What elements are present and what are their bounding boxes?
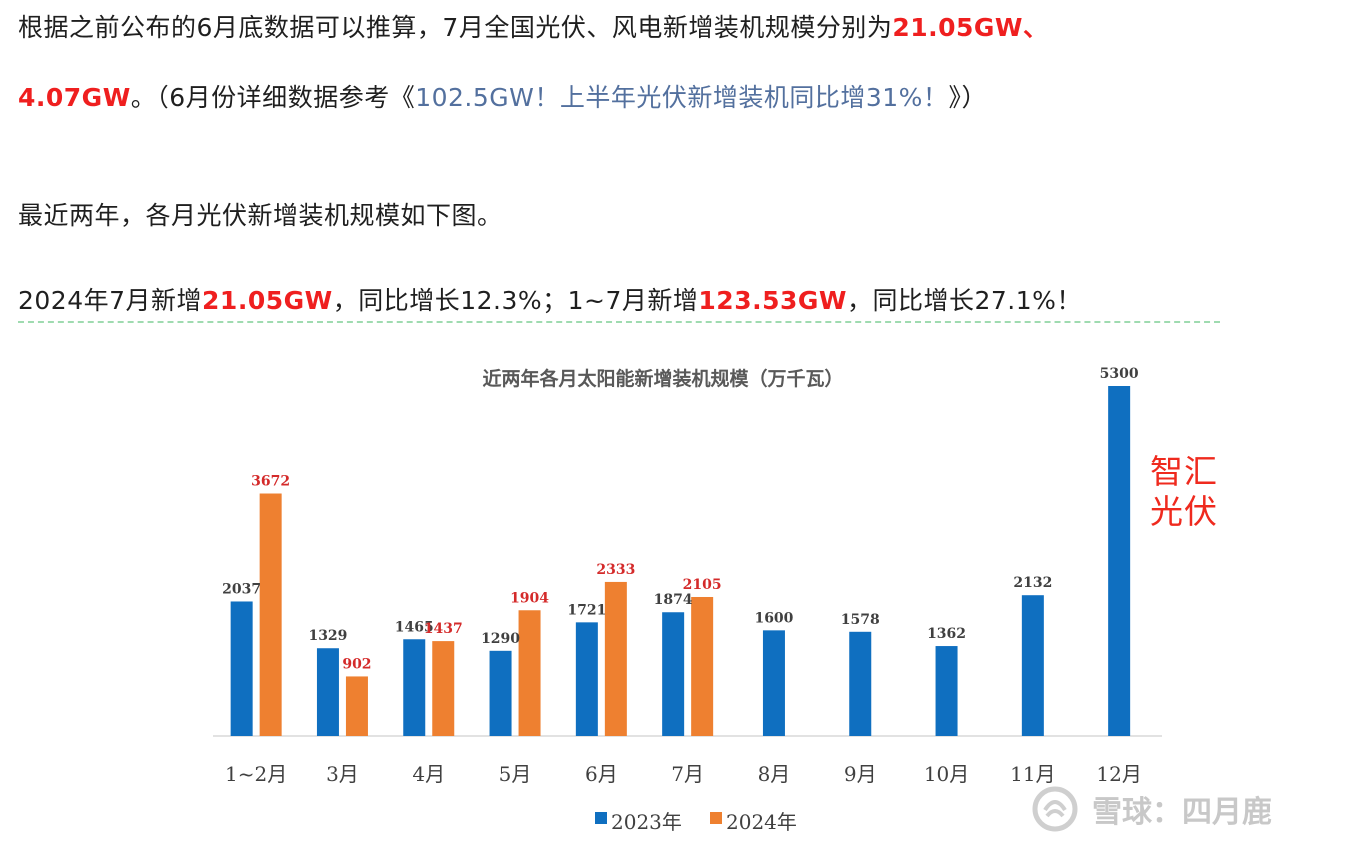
value-label-2023-7: 1600 — [754, 610, 793, 626]
legend-swatch-2023 — [595, 812, 607, 824]
bar-2023-5 — [575, 622, 598, 736]
value-label-2024-6: 2105 — [683, 577, 722, 593]
bars-group — [230, 386, 1131, 736]
bar-2024-5 — [604, 581, 627, 736]
paragraph-2: 4.07GW。（6月份详细数据参考《102.5GW！上半年光伏新增装机同比增31… — [18, 80, 987, 116]
xueqiu-text: 雪球：四月鹿 — [1092, 795, 1272, 830]
dashed-underline — [18, 321, 1220, 323]
zhihui-watermark: 智汇 光伏 — [1150, 452, 1218, 532]
value-label-2023-5: 1721 — [567, 602, 606, 618]
article-link[interactable]: 102.5GW！上半年光伏新增装机同比增31%！ — [415, 83, 949, 112]
category-label-5: 6月 — [585, 762, 618, 786]
p4-highlight2: 123.53GW — [698, 286, 847, 315]
category-label-4: 5月 — [499, 762, 532, 786]
value-label-2023-8: 1578 — [841, 612, 880, 628]
p1-highlight: 21.05GW — [892, 13, 1024, 42]
category-labels-group: 1~2月 3月 4月 5月 6月 7月 8月 9月 10月 11月 12月 — [225, 762, 1142, 786]
p3-text: 最近两年，各月光伏新增装机规模如下图。 — [18, 201, 503, 230]
p2-text2: 》） — [948, 83, 987, 112]
bar-2023-3 — [403, 639, 426, 736]
p2-highlight: 4.07GW — [18, 83, 131, 112]
bar-2023-4 — [489, 650, 512, 736]
bar-2024-3 — [432, 641, 455, 736]
bar-chart: 近两年各月太阳能新增装机规模（万千瓦） 20373672132990214651… — [213, 366, 1162, 834]
p4-text1: 2024年7月新增 — [18, 286, 203, 315]
value-label-2024-1: 3672 — [251, 474, 290, 490]
bar-2024-2 — [345, 676, 368, 736]
bar-2024-6 — [691, 596, 714, 736]
category-label-1: 1~2月 — [225, 762, 287, 786]
category-label-6: 7月 — [671, 762, 704, 786]
value-label-2024-5: 2333 — [596, 562, 635, 578]
p2-text1: 。（6月份详细数据参考《 — [130, 83, 416, 112]
legend-label-2023: 2023年 — [611, 810, 682, 834]
xueqiu-watermark: 雪球：四月鹿 — [1032, 786, 1272, 832]
bar-2023-11 — [1108, 386, 1131, 736]
bar-2024-4 — [518, 610, 541, 736]
p4-highlight1: 21.05GW — [202, 286, 333, 315]
bar-2024-1 — [259, 493, 282, 736]
bar-2023-10 — [1021, 595, 1044, 736]
watermark-line-1: 智汇 — [1150, 452, 1218, 491]
value-label-2023-11: 5300 — [1100, 366, 1139, 382]
bar-2023-8 — [849, 631, 872, 736]
paragraph-3: 最近两年，各月光伏新增装机规模如下图。 — [18, 198, 503, 234]
paragraph-4: 2024年7月新增21.05GW，同比增长12.3%；1~7月新增123.53G… — [18, 283, 1082, 319]
value-label-2024-3: 1437 — [424, 621, 463, 637]
xueqiu-logo-icon — [1032, 786, 1078, 832]
paragraph-1: 根据之前公布的6月底数据可以推算，7月全国光伏、风电新增装机规模分别为21.05… — [18, 10, 1049, 46]
value-label-2023-4: 1290 — [481, 631, 520, 647]
p1-tail: 、 — [1023, 13, 1049, 42]
watermark-line-2: 光伏 — [1150, 492, 1218, 531]
category-label-2: 3月 — [326, 762, 359, 786]
value-label-2023-9: 1362 — [927, 626, 966, 642]
chart-title: 近两年各月太阳能新增装机规模（万千瓦） — [482, 367, 843, 390]
value-label-2023-10: 2132 — [1013, 575, 1052, 591]
p4-text3: ，同比增长27.1%！ — [846, 286, 1082, 315]
bar-2023-6 — [662, 612, 685, 736]
value-label-2024-2: 902 — [342, 656, 371, 672]
bar-2023-9 — [935, 646, 958, 736]
value-label-2023-3: 1465 — [395, 619, 434, 635]
p1-text: 根据之前公布的6月底数据可以推算，7月全国光伏、风电新增装机规模分别为 — [18, 13, 893, 42]
category-label-8: 9月 — [844, 762, 877, 786]
bar-2023-1 — [230, 601, 253, 736]
bar-2023-7 — [762, 630, 785, 736]
value-label-2024-4: 1904 — [510, 590, 549, 606]
category-label-10: 11月 — [1010, 762, 1055, 786]
legend: 2023年 2024年 — [595, 810, 797, 834]
p4-text2: ，同比增长12.3%；1~7月新增 — [332, 286, 699, 315]
value-label-2023-2: 1329 — [308, 628, 347, 644]
category-label-3: 4月 — [412, 762, 445, 786]
value-label-2023-1: 2037 — [222, 581, 261, 597]
category-label-9: 10月 — [924, 762, 969, 786]
legend-swatch-2024 — [710, 812, 722, 824]
category-label-11: 12月 — [1096, 762, 1141, 786]
legend-label-2024: 2024年 — [726, 810, 797, 834]
category-label-7: 8月 — [758, 762, 791, 786]
bar-2023-2 — [316, 648, 339, 736]
value-label-2023-6: 1874 — [654, 592, 693, 608]
